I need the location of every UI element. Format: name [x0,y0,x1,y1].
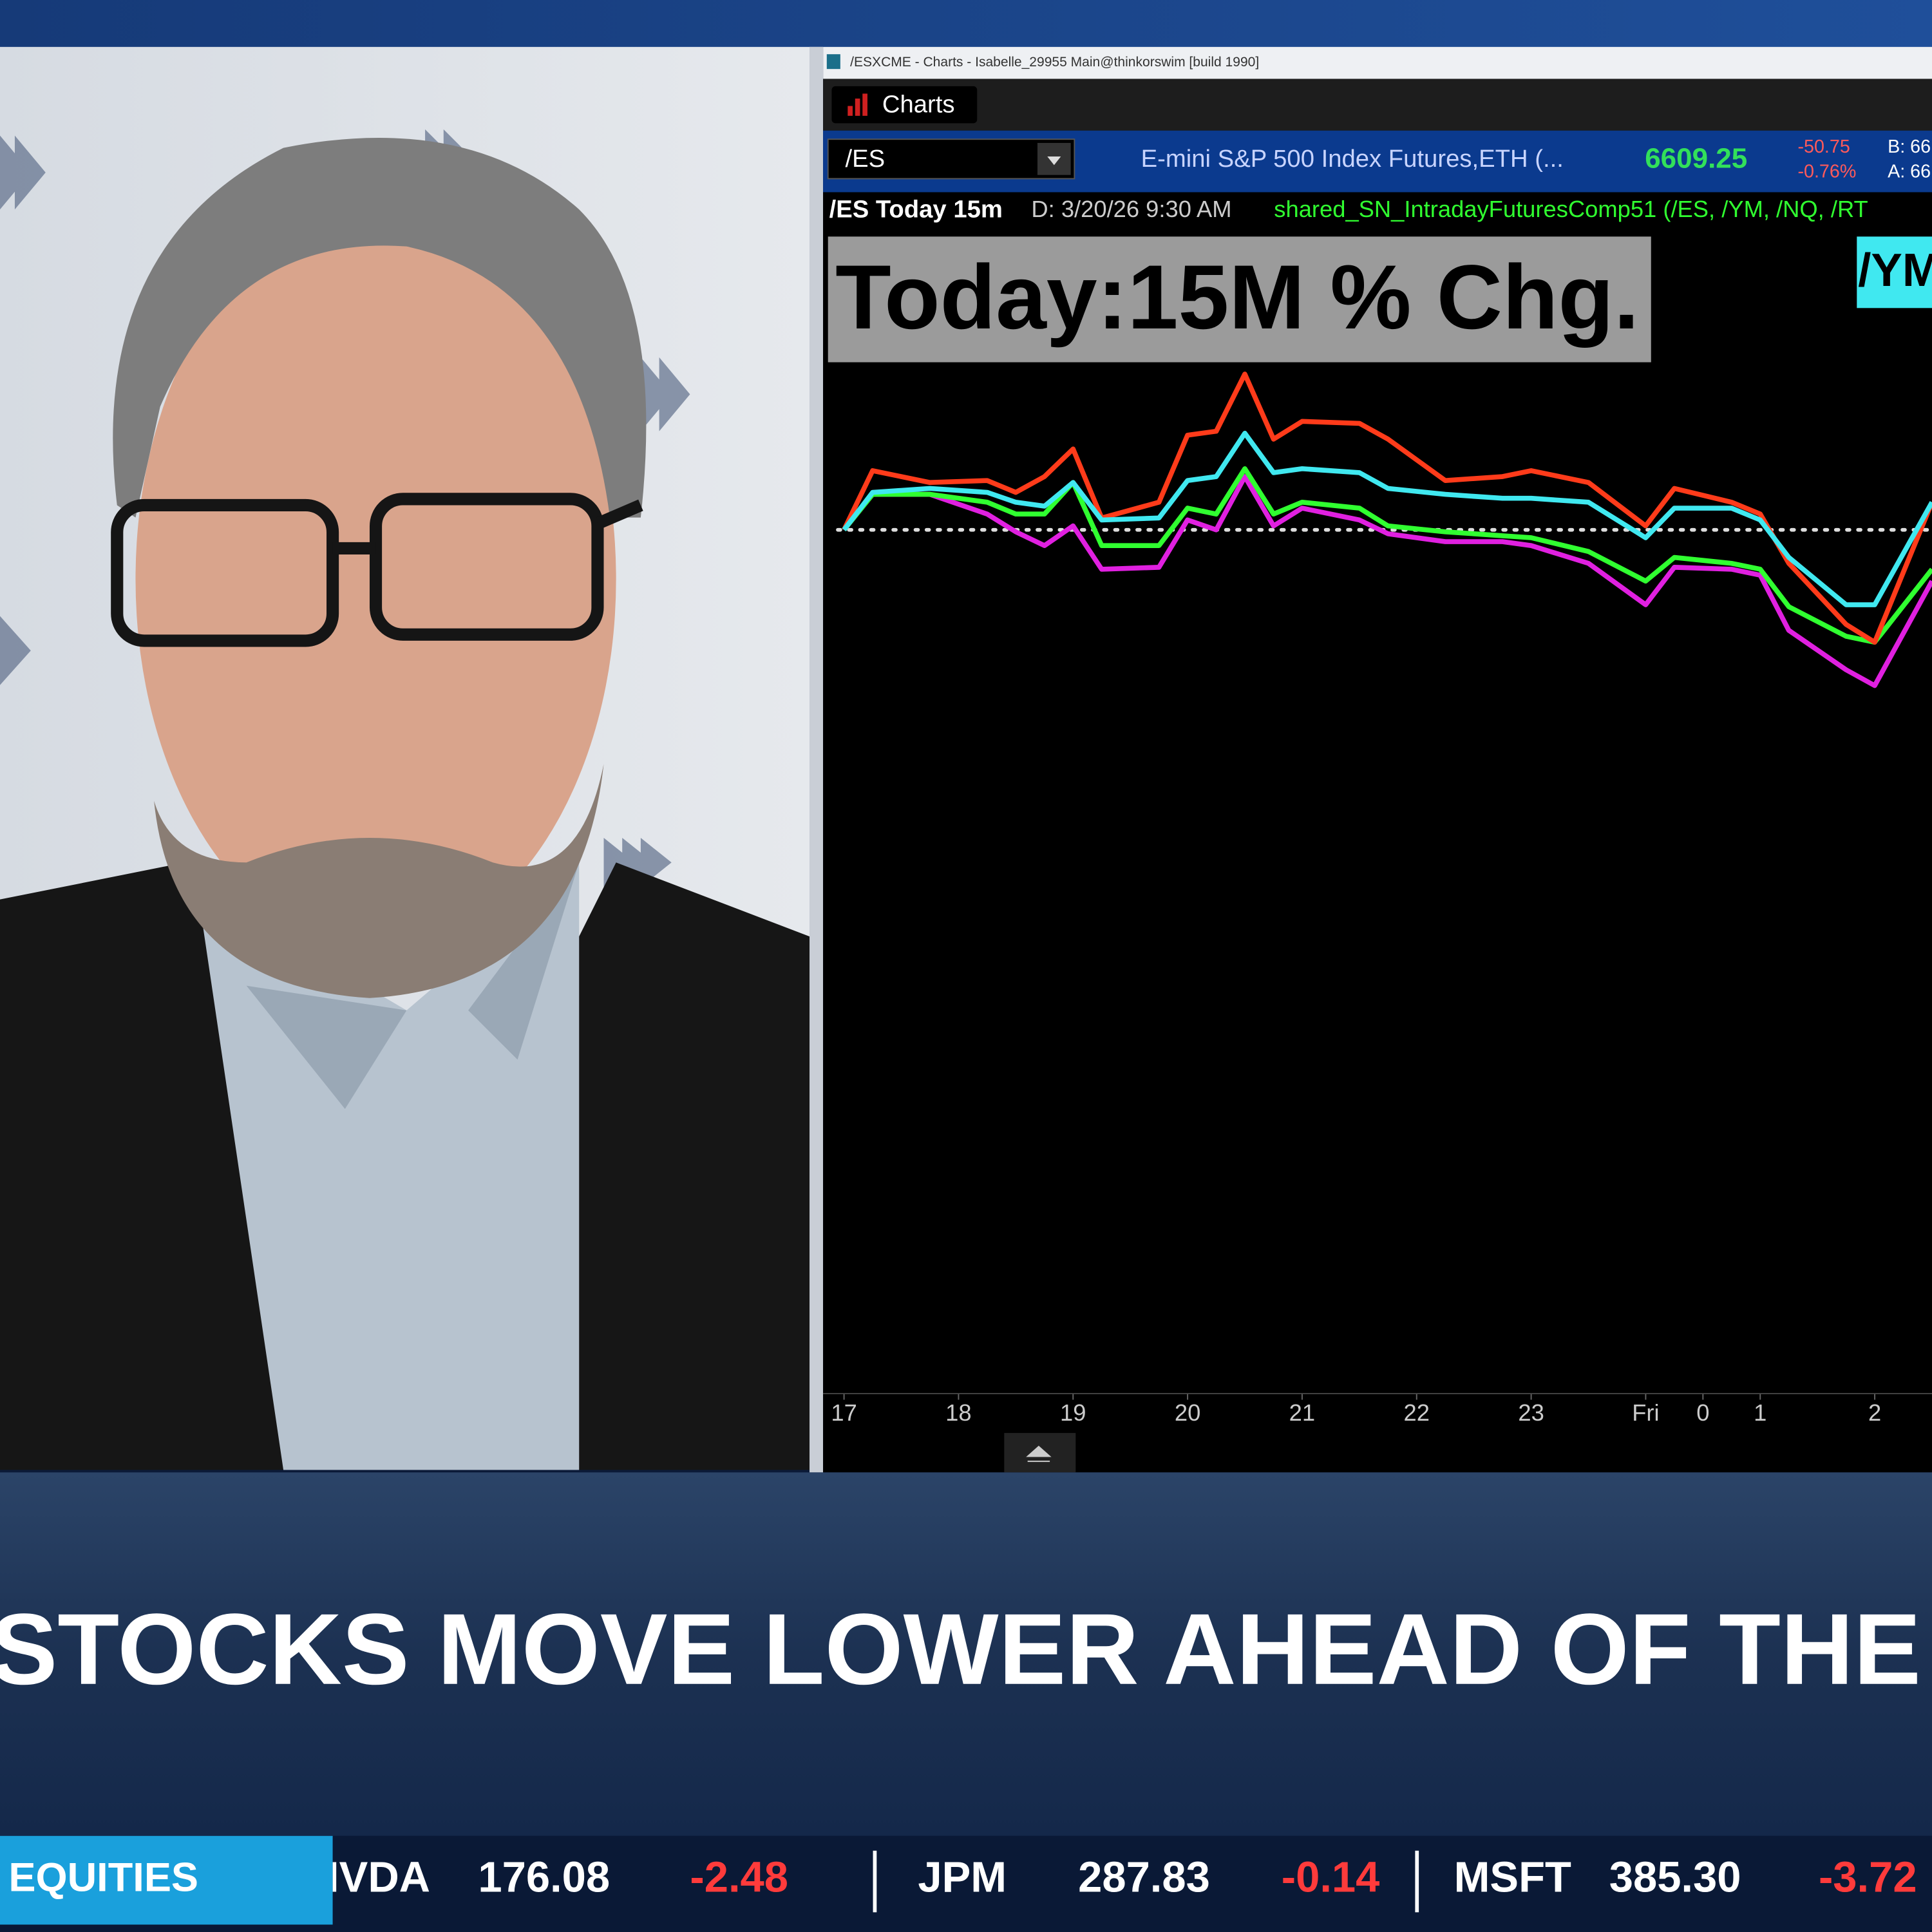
chart-date: D: 3/20/26 9:30 AM [1031,196,1231,222]
x-tick-label: 1 [1754,1399,1766,1426]
tab-label: Charts [882,91,955,118]
window-title: /ESXCME - Charts - Isabelle_29955 Main@t… [850,55,1259,70]
x-tick-label: 20 [1175,1399,1200,1426]
lower-third [0,1472,1932,1836]
symbol-description: E-mini S&P 500 Index Futures,ETH (... [1141,145,1564,173]
ask: A: 66 [1888,161,1931,182]
tab-icon [855,99,860,116]
series-line [842,474,1932,688]
hair [113,137,647,518]
x-tick-label: 17 [831,1399,857,1426]
glasses [111,493,643,647]
chart-title-box [828,236,1651,363]
pct-change: -0.76% [1797,161,1856,182]
x-tick-label: 21 [1289,1399,1315,1426]
expand-icon [1026,1445,1052,1463]
ticker-symbol: NVDA [308,1853,430,1901]
collar [246,862,580,1109]
top-bar [0,0,1932,50]
x-tick-label: Fri [1632,1399,1659,1426]
suit [0,862,810,1470]
ticker-label-box [0,1835,333,1925]
series-line [842,372,1932,645]
bid: B: 66 [1888,137,1931,157]
net-change: -50.75 [1797,137,1850,157]
charts-tab[interactable] [831,86,978,124]
x-tick-label: 23 [1518,1399,1544,1426]
divider [810,46,824,1473]
x-tick-label: 2 [1868,1399,1881,1426]
ticker-symbol: JPM [918,1853,1007,1901]
tab-icon [862,93,867,116]
window-title-bar [823,46,1932,79]
ticker-change: -0.14 [1282,1853,1380,1901]
dropdown-arrow [1047,156,1061,166]
x-tick-label: 22 [1404,1399,1430,1426]
x-tick-label: 19 [1060,1399,1086,1426]
plot-area [823,234,1932,1473]
last-price: 6609.25 [1645,142,1747,174]
symbol: /ES [845,145,885,173]
ticker-price: 176.08 [478,1853,610,1901]
window-icon [826,54,840,70]
x-tick-label: 18 [945,1399,971,1426]
toolbar [823,79,1932,131]
series-label: /YM [1858,244,1932,296]
trading-app: /ESXCME - Charts - Isabelle_29955 Main@t… [823,46,1932,1473]
chart-header [823,192,1932,234]
ticker-symbol: MSFT [1454,1853,1571,1901]
ticker-price: 385.30 [1609,1853,1741,1901]
headline: STOCKS MOVE LOWER AHEAD OF THE [0,1593,1921,1706]
ticker-items: NVDA 176.08 -2.48 JPM 287.83 -0.14 MSFT 385.30 -… [308,1850,1917,1913]
ticker-label: EQUITIES [8,1855,198,1900]
tab-icon [848,106,853,116]
ticker-change: -2.48 [690,1853,788,1901]
beard [154,764,604,998]
ticker-price: 287.83 [1078,1853,1210,1901]
chart-study: shared_SN_IntradayFuturesComp51 (/ES, /Y… [1274,196,1868,222]
series-line [842,466,1932,645]
x-tick-label: 0 [1696,1399,1709,1426]
series-label-box [1857,236,1932,308]
chart-title: Today:15M % Chg. [835,247,1639,348]
chart-symbol-period: /ES Today 15m [829,195,1003,223]
ticker-change: -3.72 [1819,1853,1917,1901]
plot: 17 18 19 20 21 22 23 Fri 0 1 2/YM [831,236,1932,1426]
series-line [842,430,1932,607]
symbol-input[interactable] [827,138,1075,180]
video-feed [0,46,810,1470]
